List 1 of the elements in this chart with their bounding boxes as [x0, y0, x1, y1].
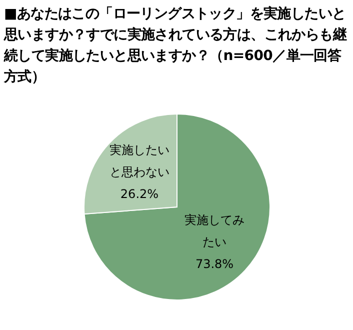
chart-title: ■あなたはこの「ローリングストック」を実施したいと思いますか？すでに実施されている方は、これからも継続して実施したいと思いますか？（n=600／単一回答方式） [4, 5, 348, 87]
